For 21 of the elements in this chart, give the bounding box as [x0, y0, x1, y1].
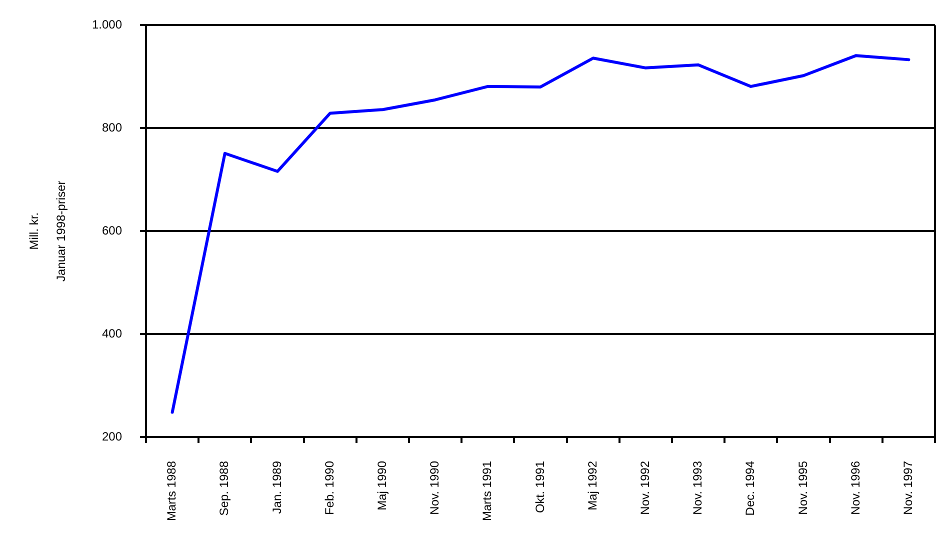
x-tick-label: Marts 1991	[480, 460, 494, 522]
x-tick-label: Marts 1988	[164, 460, 179, 522]
x-tick-label: Nov. 1997	[901, 460, 916, 515]
x-tick-label: Feb. 1990	[322, 460, 336, 516]
x-tick-label: Maj 1990	[375, 460, 390, 510]
x-tick-label: Sep. 1988	[217, 460, 232, 516]
x-tick-label: Nov. 1992	[638, 460, 652, 515]
x-tick-label: Maj 1992	[585, 460, 600, 510]
y-tick-label: 200	[102, 429, 122, 444]
x-tick-label: Jan. 1989	[270, 460, 284, 514]
x-tick-label: Nov. 1996	[848, 460, 862, 515]
y-axis-title: Mill. kr. Januar 1998-priser	[26, 180, 68, 282]
y-tick-label: 800	[102, 120, 122, 134]
x-tick-label: Okt. 1991	[532, 460, 547, 514]
x-tick-label: Nov. 1990	[428, 460, 442, 515]
y-tick-label: 1.000	[92, 18, 122, 32]
x-tick-label: Nov. 1995	[796, 460, 810, 515]
x-tick-label: Nov. 1993	[690, 460, 705, 515]
y-tick-label: 400	[102, 326, 122, 340]
y-tick-label: 600	[102, 223, 122, 238]
x-tick-label: Dec. 1994	[743, 460, 758, 516]
